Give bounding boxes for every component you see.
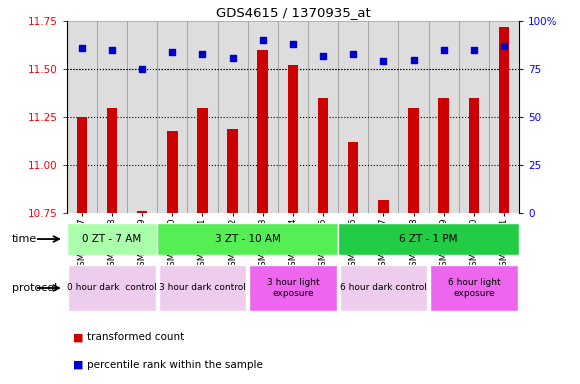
Point: [379, 58, 388, 65]
Title: GDS4615 / 1370935_at: GDS4615 / 1370935_at: [216, 5, 370, 18]
Bar: [438, 98, 449, 213]
Point: [228, 55, 237, 61]
Text: 6 ZT - 1 PM: 6 ZT - 1 PM: [400, 234, 458, 244]
Bar: [288, 65, 298, 213]
Bar: [278, 21, 308, 213]
Bar: [159, 265, 246, 311]
Text: 3 hour light
exposure: 3 hour light exposure: [267, 278, 319, 298]
Bar: [338, 21, 368, 213]
Point: [198, 51, 207, 57]
Point: [168, 49, 177, 55]
Bar: [469, 98, 479, 213]
Bar: [459, 21, 489, 213]
Bar: [67, 223, 157, 255]
Point: [107, 47, 117, 53]
Point: [288, 41, 298, 47]
Bar: [408, 108, 419, 213]
Text: 0 hour dark  control: 0 hour dark control: [67, 283, 157, 293]
Text: 6 hour light
exposure: 6 hour light exposure: [448, 278, 500, 298]
Point: [77, 45, 86, 51]
Point: [439, 47, 448, 53]
Bar: [68, 265, 155, 311]
Bar: [157, 21, 187, 213]
Bar: [218, 21, 248, 213]
Text: time: time: [12, 234, 37, 244]
Bar: [107, 108, 117, 213]
Point: [409, 56, 418, 63]
Bar: [258, 50, 268, 213]
Text: 3 hour dark control: 3 hour dark control: [159, 283, 246, 293]
Bar: [127, 21, 157, 213]
Text: percentile rank within the sample: percentile rank within the sample: [87, 360, 263, 370]
Text: ■: ■: [72, 332, 83, 342]
Text: 3 ZT - 10 AM: 3 ZT - 10 AM: [215, 234, 281, 244]
Text: 0 ZT - 7 AM: 0 ZT - 7 AM: [82, 234, 142, 244]
Bar: [348, 142, 358, 213]
Point: [349, 51, 358, 57]
Bar: [368, 21, 398, 213]
Bar: [67, 21, 97, 213]
Bar: [340, 265, 427, 311]
Bar: [248, 21, 278, 213]
Point: [258, 37, 267, 43]
Bar: [77, 117, 87, 213]
Text: 6 hour dark control: 6 hour dark control: [340, 283, 427, 293]
Bar: [499, 27, 509, 213]
Bar: [197, 108, 208, 213]
Text: ■: ■: [72, 360, 83, 370]
Text: transformed count: transformed count: [87, 332, 184, 342]
Text: protocol: protocol: [12, 283, 57, 293]
Bar: [308, 21, 338, 213]
Bar: [167, 131, 177, 213]
Point: [137, 66, 147, 72]
Bar: [157, 223, 338, 255]
Bar: [430, 265, 517, 311]
Bar: [398, 21, 429, 213]
Point: [318, 53, 328, 59]
Bar: [227, 129, 238, 213]
Bar: [249, 265, 336, 311]
Bar: [97, 21, 127, 213]
Bar: [429, 21, 459, 213]
Point: [499, 43, 509, 49]
Bar: [338, 223, 519, 255]
Bar: [318, 98, 328, 213]
Bar: [489, 21, 519, 213]
Point: [469, 47, 478, 53]
Bar: [137, 211, 147, 213]
Bar: [187, 21, 218, 213]
Bar: [378, 200, 389, 213]
